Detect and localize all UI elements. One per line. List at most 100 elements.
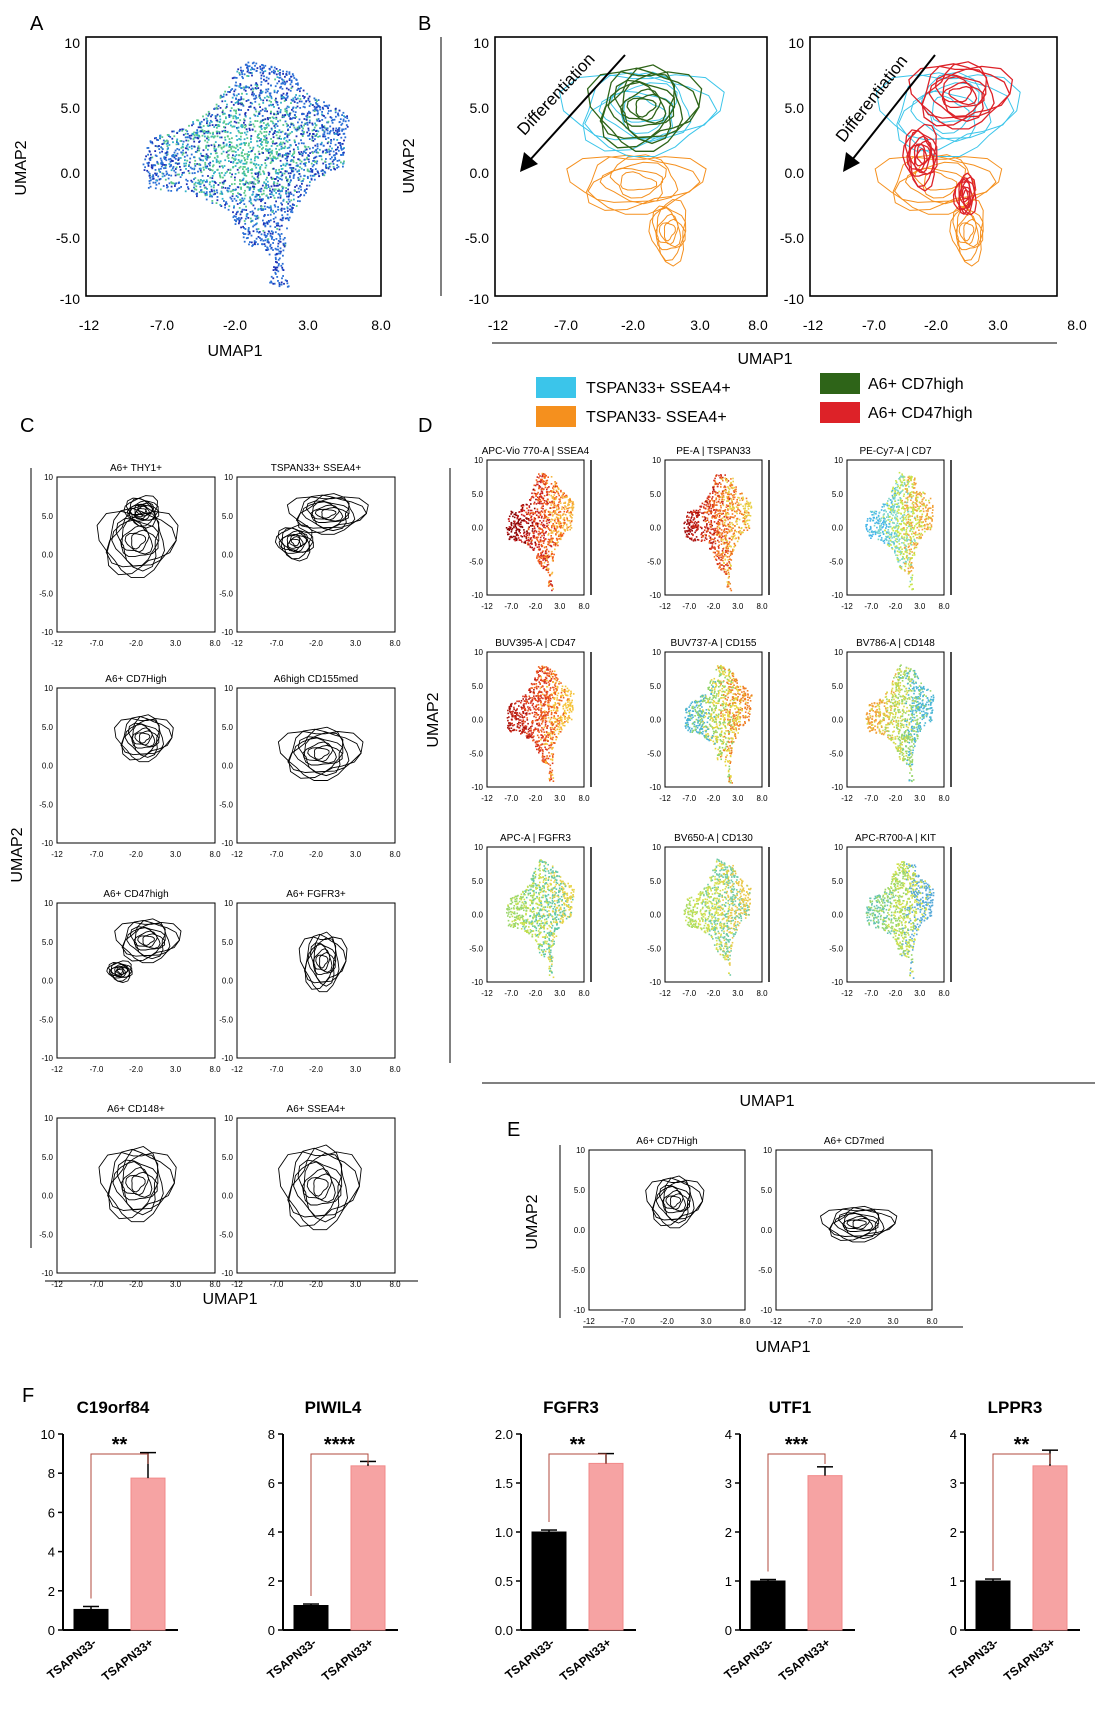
data-point [187, 136, 189, 139]
x-tick: 8.0 [209, 639, 221, 648]
differentiation-arrow [843, 54, 936, 172]
data-point [264, 64, 267, 67]
data-point [274, 267, 277, 269]
data-point [715, 492, 717, 494]
data-point [318, 155, 321, 157]
data-point [215, 148, 218, 151]
data-point [305, 118, 308, 121]
data-point [262, 209, 265, 211]
data-point [199, 126, 202, 129]
data-point [710, 511, 712, 513]
data-point [194, 151, 197, 153]
data-point [734, 502, 737, 505]
y-tick: 10 [473, 35, 489, 51]
data-point [279, 252, 282, 255]
data-point [257, 208, 260, 210]
data-point [172, 160, 174, 162]
data-point [732, 516, 734, 519]
data-point [750, 507, 752, 509]
data-point [254, 120, 257, 122]
data-point [720, 568, 723, 570]
data-point [297, 128, 300, 131]
data-point [538, 543, 540, 546]
data-point [202, 155, 204, 157]
data-point [277, 208, 279, 211]
data-point [865, 525, 867, 528]
data-point [536, 493, 539, 495]
plot-frame [236, 902, 396, 1059]
data-point [526, 513, 528, 516]
data-point [198, 147, 201, 150]
data-point [517, 528, 519, 531]
data-point [249, 117, 252, 120]
data-point [536, 481, 538, 483]
data-point [248, 243, 250, 246]
data-point [724, 553, 726, 556]
data-point [563, 495, 566, 498]
data-point [308, 116, 311, 118]
data-point [900, 528, 903, 530]
data-point [223, 112, 226, 115]
contour-line [278, 1151, 362, 1231]
data-point [276, 182, 279, 185]
data-point [210, 121, 213, 123]
data-point [251, 91, 254, 94]
data-point [295, 144, 297, 146]
data-point [234, 84, 237, 87]
data-point [234, 189, 236, 191]
data-point [162, 139, 165, 142]
data-point [732, 487, 734, 490]
x-tick: 8.0 [209, 1280, 221, 1289]
x-tick: 8.0 [389, 639, 401, 648]
data-point [182, 140, 185, 143]
data-point [218, 131, 221, 133]
data-point [316, 147, 319, 150]
data-point [735, 511, 737, 513]
data-point [283, 137, 285, 140]
data-point [267, 230, 270, 233]
legend-swatch [536, 377, 576, 398]
data-point [258, 111, 261, 113]
data-point [911, 521, 914, 524]
data-point [519, 532, 521, 534]
data-point [280, 207, 283, 210]
data-point [720, 539, 723, 541]
data-point [738, 497, 740, 499]
data-point [716, 531, 718, 533]
data-point [542, 542, 545, 544]
panel-label-a: A [30, 13, 44, 35]
data-point [263, 243, 266, 245]
data-point [723, 529, 726, 531]
data-point [163, 167, 165, 170]
data-point [243, 142, 245, 144]
data-point [569, 522, 572, 524]
data-point [328, 165, 331, 168]
data-point [725, 506, 728, 508]
contour-line [301, 497, 350, 532]
data-point [253, 93, 255, 95]
data-point [284, 114, 286, 116]
data-point [722, 479, 724, 482]
data-point [532, 536, 535, 539]
data-point [716, 555, 719, 558]
data-point [917, 519, 919, 521]
data-point [912, 504, 915, 506]
data-point [270, 230, 273, 233]
data-point [728, 529, 731, 532]
data-point [543, 537, 545, 539]
data-point [240, 102, 243, 104]
data-point [562, 506, 565, 509]
contour-line [274, 524, 313, 562]
data-point [275, 258, 277, 261]
data-point [542, 559, 544, 561]
data-point [703, 503, 706, 506]
data-point [251, 148, 254, 151]
data-point [238, 99, 241, 102]
data-point [260, 98, 262, 101]
data-point [271, 238, 273, 240]
data-point [228, 116, 231, 118]
data-point [259, 130, 262, 133]
data-point [548, 544, 551, 547]
contour-line [902, 123, 937, 192]
